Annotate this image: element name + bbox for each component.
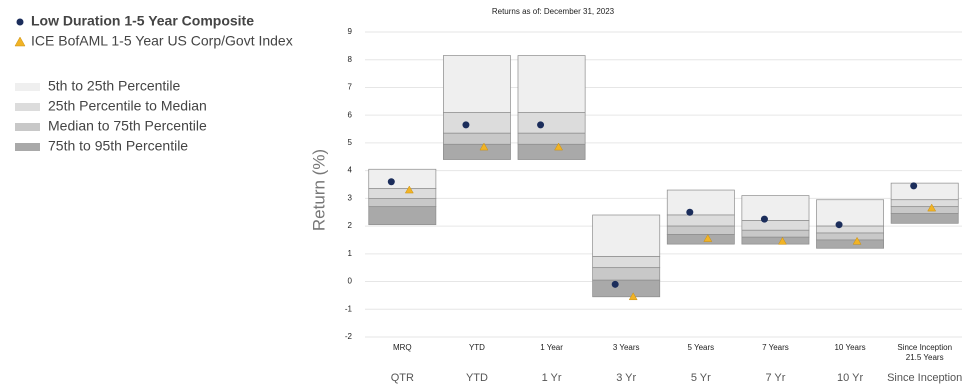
percentile-band xyxy=(368,188,437,199)
legend-swatch xyxy=(15,123,40,131)
percentile-band xyxy=(517,55,586,113)
y-tick-label: 1 xyxy=(348,249,353,258)
legend-label: 75th to 95th Percentile xyxy=(48,138,188,154)
legend-label: Median to 75th Percentile xyxy=(48,118,207,134)
legend-swatch xyxy=(15,143,40,151)
percentile-band xyxy=(443,132,511,145)
percentile-band xyxy=(592,214,661,257)
period-label: 3 Yr xyxy=(616,372,636,384)
x-tick-label: 10 Years xyxy=(834,343,865,352)
percentile-band xyxy=(592,256,661,269)
period-label: 1 Yr xyxy=(542,372,562,384)
composite-marker xyxy=(760,215,768,223)
legend-label: ICE BofAML 1-5 Year US Corp/Govt Index xyxy=(31,33,293,49)
percentile-band xyxy=(443,143,511,160)
percentile-band xyxy=(741,229,810,238)
x-tick-label: 1 Year xyxy=(540,343,563,352)
percentile-band xyxy=(890,206,959,214)
period-label: Since Inception xyxy=(887,372,962,384)
y-tick-label: -2 xyxy=(345,332,353,341)
percentile-band xyxy=(443,112,511,134)
composite-marker xyxy=(387,178,395,186)
period-label: QTR xyxy=(391,372,414,384)
percentile-band xyxy=(666,225,735,235)
composite-marker xyxy=(910,182,918,190)
percentile-band xyxy=(368,198,437,208)
index-marker xyxy=(703,234,713,242)
x-tick-label: 3 Years xyxy=(613,343,640,352)
chart-title: Returns as of: December 31, 2023 xyxy=(492,7,615,16)
legend-swatch xyxy=(15,83,40,91)
percentile-band xyxy=(517,132,586,145)
x-tick-label: 7 Years xyxy=(762,343,789,352)
percentile-band xyxy=(741,236,810,245)
legend-swatch xyxy=(15,103,40,111)
y-tick-label: 5 xyxy=(348,138,353,147)
percentile-band xyxy=(368,206,437,226)
percentile-band xyxy=(517,112,586,134)
percentile-band xyxy=(666,234,735,245)
percentile-band xyxy=(890,182,959,201)
index-marker xyxy=(628,292,638,301)
index-marker xyxy=(404,185,414,194)
percentile-band xyxy=(666,214,735,227)
composite-marker xyxy=(611,280,619,288)
percentile-band xyxy=(666,189,735,216)
y-tick-label: 2 xyxy=(348,221,353,230)
percentile-band xyxy=(741,195,810,221)
period-label: 7 Yr xyxy=(765,372,785,384)
legend-marker xyxy=(14,36,26,47)
y-tick-label: 7 xyxy=(348,83,353,92)
y-tick-label: -1 xyxy=(345,304,353,313)
percentile-band xyxy=(890,199,959,208)
y-tick-label: 0 xyxy=(348,277,353,286)
period-label: 5 Yr xyxy=(691,372,711,384)
percentile-band xyxy=(816,199,884,227)
percentile-band xyxy=(592,267,661,281)
index-marker xyxy=(852,236,862,245)
percentile-band xyxy=(517,143,586,160)
composite-marker xyxy=(462,121,470,129)
legend-marker xyxy=(16,18,24,26)
x-tick-label: YTD xyxy=(469,343,485,352)
x-tick-label: Since Inception 21.5 Years xyxy=(897,343,952,362)
y-tick-label: 6 xyxy=(348,110,353,119)
x-tick-label: MRQ xyxy=(393,343,412,352)
percentile-band xyxy=(816,239,884,249)
percentile-band xyxy=(592,279,661,298)
legend-label: 25th Percentile to Median xyxy=(48,98,207,114)
composite-marker xyxy=(686,208,694,216)
index-marker xyxy=(479,142,489,151)
y-tick-label: 8 xyxy=(348,55,353,64)
percentile-band xyxy=(443,55,511,113)
index-marker xyxy=(927,203,937,212)
x-tick-label: 5 Years xyxy=(687,343,714,352)
y-tick-label: 9 xyxy=(348,27,353,36)
index-marker xyxy=(778,236,787,245)
composite-marker xyxy=(835,221,843,229)
index-marker xyxy=(554,142,563,151)
percentile-band xyxy=(816,225,884,234)
percentile-band xyxy=(890,213,959,224)
period-label: 10 Yr xyxy=(837,372,863,384)
y-tick-label: 4 xyxy=(348,166,353,175)
y-tick-label: 3 xyxy=(348,193,353,202)
percentile-band xyxy=(816,232,884,241)
percentile-band xyxy=(741,220,810,231)
composite-marker xyxy=(537,121,545,129)
legend-label: 5th to 25th Percentile xyxy=(48,78,181,94)
legend-label: Low Duration 1-5 Year Composite xyxy=(31,13,254,29)
percentile-band xyxy=(368,168,437,190)
y-axis-label: Return (%) xyxy=(309,149,328,231)
period-label: YTD xyxy=(466,372,488,384)
